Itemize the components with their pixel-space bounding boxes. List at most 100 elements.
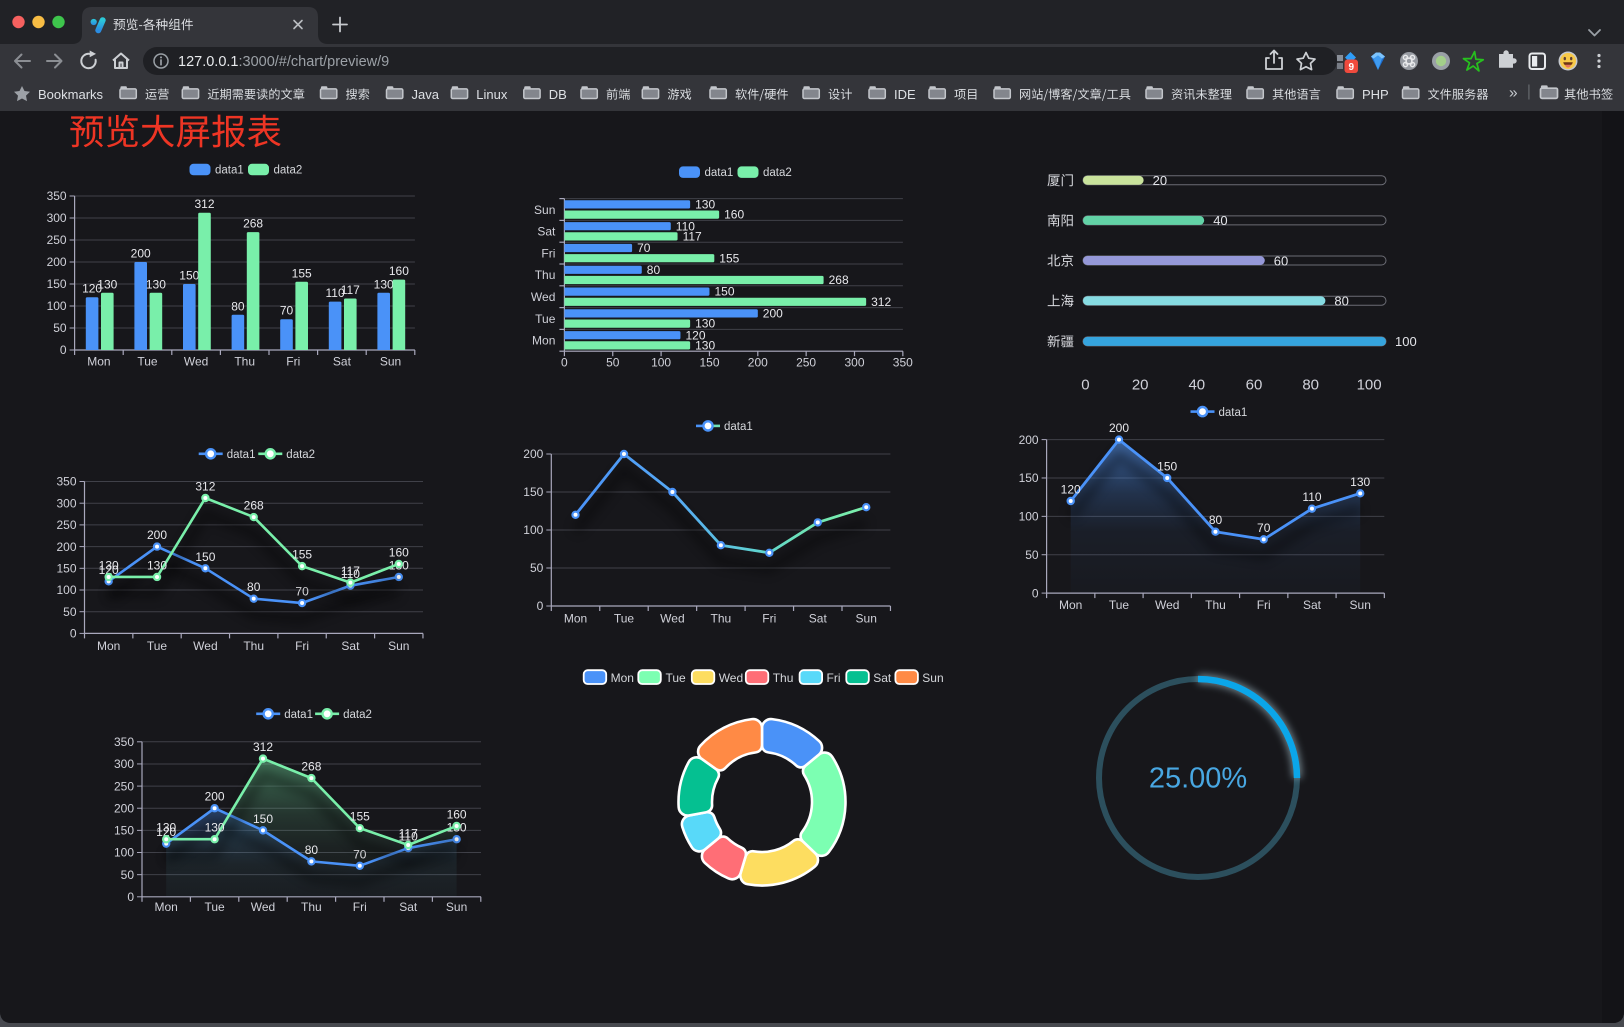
svg-text:Mon: Mon (97, 639, 120, 653)
svg-text:250: 250 (47, 233, 67, 247)
svg-text:70: 70 (295, 585, 309, 599)
svg-text:0: 0 (537, 599, 544, 613)
svg-text:50: 50 (121, 868, 135, 882)
svg-text:110: 110 (1302, 490, 1321, 504)
svg-text:200: 200 (114, 801, 134, 815)
svg-text:Sat: Sat (333, 355, 352, 369)
svg-text:120: 120 (99, 563, 119, 577)
svg-text:130: 130 (695, 339, 715, 353)
svg-text:200: 200 (1109, 421, 1129, 435)
svg-text:20: 20 (1132, 377, 1149, 394)
svg-text:130: 130 (97, 277, 117, 291)
svg-text:Thu: Thu (234, 355, 255, 369)
svg-text:0: 0 (561, 356, 568, 370)
svg-text:Fri: Fri (1257, 598, 1271, 612)
svg-text:60: 60 (1246, 377, 1263, 394)
svg-text:Thu: Thu (301, 900, 322, 914)
svg-text:data2: data2 (274, 165, 303, 177)
svg-text:Mon: Mon (532, 334, 555, 348)
svg-text:200: 200 (131, 247, 151, 261)
svg-text:data2: data2 (286, 449, 315, 461)
svg-text:Tue: Tue (147, 639, 168, 653)
svg-text:Thu: Thu (535, 268, 556, 282)
svg-text:117: 117 (399, 827, 418, 841)
svg-text:130: 130 (147, 559, 167, 573)
svg-text:Wed: Wed (184, 355, 208, 369)
svg-text:150: 150 (1019, 471, 1039, 485)
svg-text:data1: data1 (705, 167, 734, 179)
svg-text:312: 312 (195, 480, 215, 494)
svg-text:130: 130 (374, 277, 394, 291)
svg-text:160: 160 (447, 807, 467, 821)
svg-text:350: 350 (114, 735, 134, 749)
svg-text:data1: data1 (227, 449, 256, 461)
svg-text:100: 100 (47, 299, 67, 313)
svg-text:»: » (1509, 85, 1518, 102)
svg-text:200: 200 (205, 790, 225, 804)
svg-text:data2: data2 (343, 709, 372, 721)
svg-text:data1: data1 (284, 709, 313, 721)
svg-text:Fri: Fri (295, 639, 309, 653)
svg-text:150: 150 (195, 550, 215, 564)
svg-text:Mon: Mon (87, 355, 110, 369)
svg-text:117: 117 (683, 230, 702, 244)
svg-text:Mon: Mon (1059, 598, 1082, 612)
svg-text:80: 80 (1209, 513, 1223, 527)
svg-text:Linux: Linux (476, 87, 508, 102)
svg-text:80: 80 (647, 263, 661, 277)
svg-text:268: 268 (243, 217, 263, 231)
svg-text:80: 80 (247, 580, 261, 594)
svg-text:Sun: Sun (856, 612, 877, 626)
svg-text:80: 80 (1334, 294, 1348, 309)
svg-text:80: 80 (231, 299, 245, 313)
svg-text:70: 70 (353, 847, 367, 861)
svg-text:350: 350 (893, 356, 913, 370)
svg-text:300: 300 (844, 356, 864, 370)
svg-text:70: 70 (280, 304, 294, 318)
svg-text:Sun: Sun (534, 203, 555, 217)
svg-text:312: 312 (194, 197, 214, 211)
svg-text:150: 150 (253, 812, 273, 826)
svg-text:Sun: Sun (1350, 598, 1371, 612)
svg-text:PHP: PHP (1362, 87, 1389, 102)
svg-text:80: 80 (1302, 377, 1319, 394)
svg-text:130: 130 (99, 559, 119, 573)
svg-text:312: 312 (871, 295, 891, 309)
svg-text:0: 0 (70, 627, 77, 641)
svg-text:155: 155 (719, 251, 739, 265)
svg-text:Sun: Sun (922, 671, 943, 685)
svg-text:data1: data1 (1219, 407, 1248, 419)
svg-text:Fri: Fri (353, 900, 367, 914)
svg-text:Tue: Tue (666, 671, 687, 685)
svg-text:25.00%: 25.00% (1149, 763, 1247, 795)
svg-text:Tue: Tue (1109, 598, 1130, 612)
svg-text:300: 300 (56, 496, 76, 510)
svg-text:50: 50 (63, 605, 77, 619)
svg-text:250: 250 (114, 779, 134, 793)
svg-text:100: 100 (1357, 377, 1382, 394)
svg-text:Sat: Sat (399, 900, 418, 914)
svg-text:120: 120 (82, 282, 102, 296)
svg-text:300: 300 (114, 757, 134, 771)
svg-text:110: 110 (399, 830, 418, 844)
svg-text:160: 160 (724, 208, 744, 222)
svg-text:0: 0 (1032, 586, 1039, 600)
svg-text:Wed: Wed (251, 900, 275, 914)
svg-text:117: 117 (341, 283, 360, 297)
svg-text:100: 100 (1019, 510, 1039, 524)
svg-text:Thu: Thu (773, 671, 794, 685)
svg-text:300: 300 (47, 211, 67, 225)
svg-text:200: 200 (56, 540, 76, 554)
svg-text:Wed: Wed (531, 290, 555, 304)
svg-text:Sun: Sun (388, 639, 409, 653)
svg-text:IDE: IDE (894, 87, 916, 102)
svg-text:100: 100 (651, 356, 671, 370)
svg-text:150: 150 (523, 485, 543, 499)
svg-text:100: 100 (1395, 334, 1417, 349)
svg-text:80: 80 (305, 843, 319, 857)
svg-text:160: 160 (389, 264, 409, 278)
svg-text:DB: DB (549, 87, 567, 102)
svg-text:0: 0 (60, 343, 67, 357)
svg-text:Bookmarks: Bookmarks (38, 87, 104, 102)
svg-text:9: 9 (1349, 62, 1355, 73)
